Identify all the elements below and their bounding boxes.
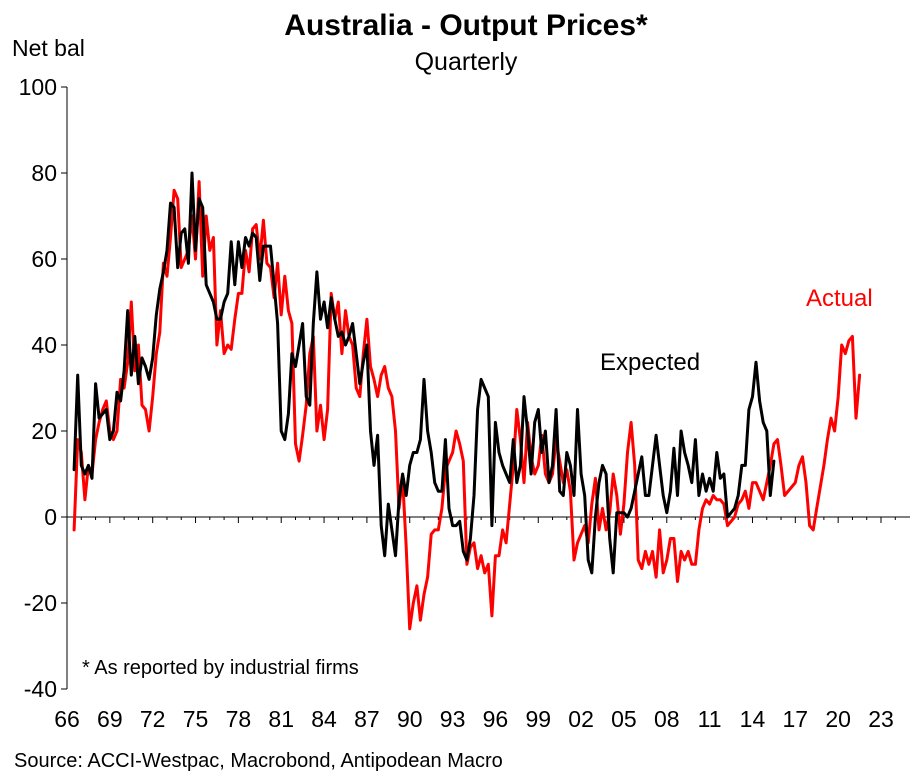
series-lines (72, 171, 862, 631)
x-tick-label: 08 (654, 706, 680, 732)
series-label-actual: Actual (806, 285, 873, 312)
x-tick-label: 05 (611, 706, 637, 732)
x-tick-label: 93 (440, 706, 466, 732)
x-tick-label: 84 (311, 706, 337, 732)
y-tick-label: 80 (31, 160, 57, 186)
x-tick-label: 96 (483, 706, 509, 732)
x-tick-label: 90 (397, 706, 423, 732)
y-tick-label: 0 (44, 504, 57, 530)
y-tick-label: 60 (31, 246, 57, 272)
x-tick-label: 72 (140, 706, 166, 732)
y-tick-label: 20 (31, 418, 57, 444)
x-tick-label: 14 (740, 706, 766, 732)
chart-title: Australia - Output Prices* (284, 9, 648, 42)
x-tick-label: 66 (54, 706, 80, 732)
x-tick-label: 20 (825, 706, 851, 732)
x-tick-label: 02 (568, 706, 594, 732)
chart-source: Source: ACCI-Westpac, Macrobond, Antipod… (14, 750, 503, 772)
x-tick-label: 11 (698, 706, 722, 732)
series-line-actual (72, 180, 862, 631)
x-tick-label: 75 (183, 706, 209, 732)
x-tick-label: 23 (868, 706, 894, 732)
y-tick-label: -20 (24, 590, 57, 616)
x-tick-label: 78 (226, 706, 252, 732)
y-tick-label: -40 (24, 676, 57, 702)
y-tick-label: 40 (31, 332, 57, 358)
y-tick-label: 100 (19, 74, 57, 100)
x-tick-label: 17 (783, 706, 809, 732)
axes (66, 87, 910, 689)
y-ticks: 100 80 60 40 20 0 -20 -40 (19, 74, 67, 702)
chart-note: * As reported by industrial firms (82, 657, 359, 679)
series-line-expected (72, 171, 776, 575)
y-axis-label: Net bal (12, 35, 85, 61)
x-tick-label: 69 (97, 706, 123, 732)
x-tick-label: 87 (354, 706, 380, 732)
x-ticks: 66 69 72 75 78 81 84 87 90 93 96 99 02 05 08 11 14 17 20 23 (54, 517, 896, 732)
chart-subtitle: Quarterly (415, 48, 518, 76)
series-label-expected: Expected (600, 349, 700, 376)
x-tick-label: 81 (268, 706, 294, 732)
x-tick-label: 99 (525, 706, 551, 732)
